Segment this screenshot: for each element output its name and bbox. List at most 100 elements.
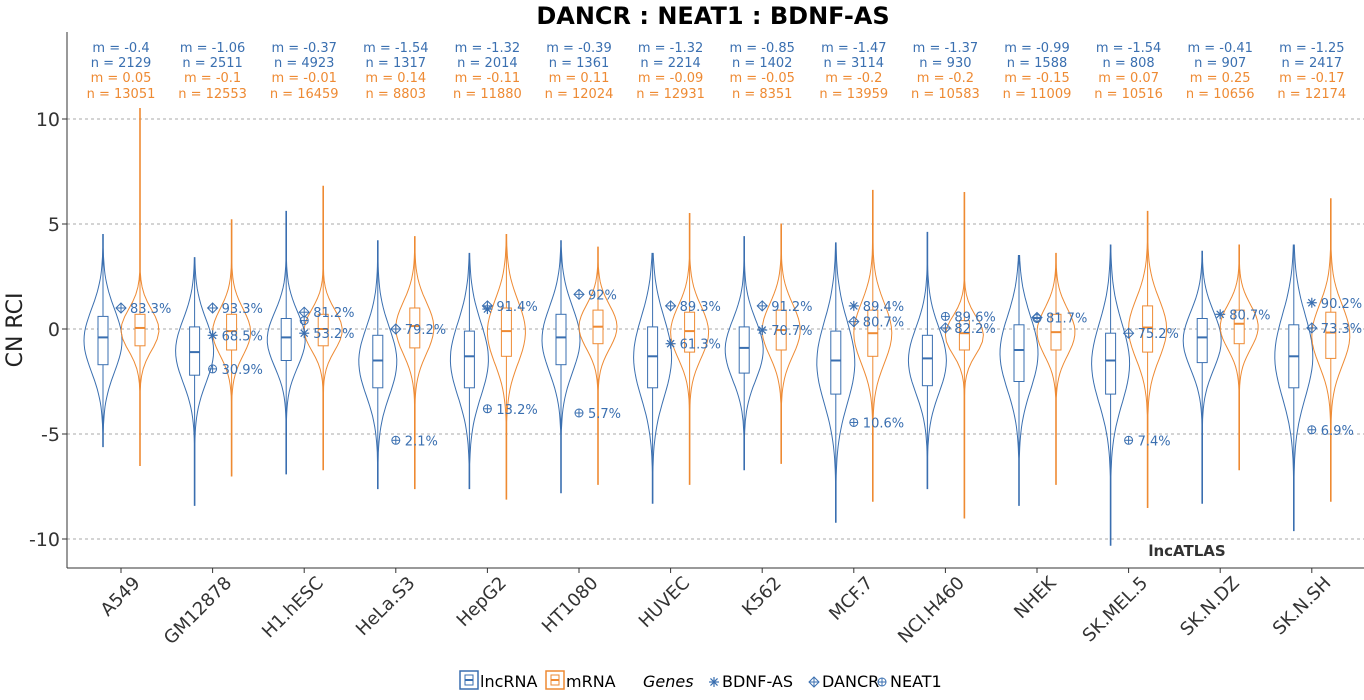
asterisk-stroke [300, 329, 309, 338]
x-tick-label: K562 [738, 573, 785, 620]
y-tick-label: -5 [41, 424, 60, 446]
x-tick-label: SK.N.DZ [1176, 573, 1243, 640]
violin-mrna [1219, 244, 1259, 471]
violin-mrna [486, 234, 526, 500]
percent-label: 5.7% [588, 407, 621, 422]
lncrna-median-label: m = -0.4 [92, 41, 149, 56]
iqr-box [958, 320, 970, 351]
mrna-count-label: n = 16459 [270, 87, 339, 102]
iqr-box [1142, 305, 1154, 353]
iqr-box [555, 313, 567, 366]
diamond-plus-icon [756, 300, 768, 312]
iqr-box [684, 311, 696, 353]
lncrna-count-label: n = 2417 [1282, 56, 1342, 71]
iqr-box [1196, 318, 1208, 364]
diamond-plus-icon [808, 676, 820, 688]
gene-markers: 83.3% 93.3% 68.5% 30.9% 81.2% 53.2% 79.2% 2.1% 9… [115, 288, 1362, 449]
iqr-box [647, 326, 659, 389]
asterisk-icon [665, 338, 676, 349]
violin-mrna [670, 213, 710, 485]
x-tick-label: NCI.H460 [894, 573, 969, 648]
asterisk-icon [1215, 309, 1226, 320]
mrna-median-label: m = -0.17 [1279, 71, 1344, 86]
mrna-count-label: n = 12931 [636, 87, 705, 102]
asterisk-stroke [710, 678, 718, 686]
legend-gene-label: DANCR [822, 672, 879, 691]
circle-plus-icon [1032, 314, 1042, 323]
asterisk-stroke [666, 339, 675, 348]
violin-mrna [212, 219, 252, 477]
x-tick-label: NHEK [1010, 572, 1061, 623]
mrna-count-label: n = 11880 [453, 87, 522, 102]
percent-label: 30.9% [222, 363, 263, 378]
mrna-count-label: n = 13959 [819, 87, 888, 102]
iqr-box [500, 307, 512, 357]
percent-label: 70.7% [771, 324, 812, 339]
percent-label: 68.5% [222, 329, 263, 344]
asterisk-stroke [1307, 298, 1316, 307]
circle-plus-icon [877, 677, 887, 687]
mrna-count-label: n = 8803 [366, 87, 426, 102]
iqr-box [463, 330, 475, 389]
legend-gene-label: NEAT1 [890, 672, 942, 691]
iqr-box [1325, 311, 1337, 359]
iqr-box [921, 334, 933, 387]
asterisk-stroke [483, 305, 492, 314]
circle-plus-icon [849, 417, 859, 427]
lncrna-median-label: m = -0.85 [729, 41, 794, 56]
diamond-plus-icon [115, 302, 127, 314]
legend-label: lncRNA [480, 672, 537, 691]
asterisk-icon [709, 677, 719, 687]
diamond-plus-icon [390, 323, 402, 335]
circle-plus-icon [1124, 435, 1134, 445]
lncrna-count-label: n = 1588 [1007, 56, 1067, 71]
iqr-box [1013, 324, 1025, 382]
mrna-median-label: m = -0.01 [271, 71, 336, 86]
percent-label: 73.3% [1321, 322, 1362, 337]
violin-lncrna [541, 240, 581, 494]
percent-label: 89.6% [954, 310, 995, 325]
diamond-plus-icon [1306, 322, 1318, 334]
lncrna-count-label: n = 2129 [91, 56, 151, 71]
lncrna-median-label: m = -1.54 [363, 41, 428, 56]
circle-plus-icon [1307, 425, 1317, 435]
violin-mrna [853, 189, 893, 502]
legend-gene-bdnf-as: BDNF-AS [709, 672, 793, 691]
lncrna-count-label: n = 3114 [824, 56, 884, 71]
violin-lncrna [83, 234, 123, 448]
percent-label: 93.3% [222, 302, 263, 317]
percent-label: 81.2% [313, 306, 354, 321]
lncrna-count-label: n = 1402 [732, 56, 792, 71]
percent-label: 92% [588, 288, 617, 303]
percent-label: 75.2% [1138, 327, 1179, 342]
asterisk-icon [848, 300, 859, 311]
mrna-median-label: m = -0.09 [638, 71, 703, 86]
mrna-count-label: n = 13051 [87, 87, 156, 102]
violin-lncrna [449, 252, 489, 490]
legend-gene-label: BDNF-AS [722, 672, 793, 691]
circle-plus-icon [574, 408, 584, 418]
lncrna-median-label: m = -0.37 [271, 41, 336, 56]
lncrna-median-label: m = -1.25 [1279, 41, 1344, 56]
asterisk-stroke [849, 301, 858, 310]
diamond-plus-icon [298, 306, 310, 318]
legend-item-mrna: mRNA [545, 670, 616, 691]
violin-lncrna [1091, 244, 1131, 546]
iqr-box [372, 334, 384, 389]
circle-plus-icon [299, 316, 309, 326]
percent-label: 89.3% [680, 300, 721, 315]
percent-label: 80.7% [863, 316, 904, 331]
violin-mrna [1311, 198, 1351, 502]
mrna-median-label: m = -0.2 [917, 71, 974, 86]
violin-mrna [761, 223, 801, 464]
x-tick-label: GM12878 [160, 573, 236, 649]
violin-lncrna [724, 236, 764, 471]
violin-lncrna [999, 255, 1039, 506]
chart-title: DANCR : NEAT1 : BDNF-AS [536, 2, 889, 30]
violin-lncrna [907, 231, 947, 490]
y-tick-label: 5 [48, 214, 60, 236]
asterisk-icon [757, 325, 768, 336]
x-tick-label: SK.MEL.5 [1079, 573, 1153, 647]
